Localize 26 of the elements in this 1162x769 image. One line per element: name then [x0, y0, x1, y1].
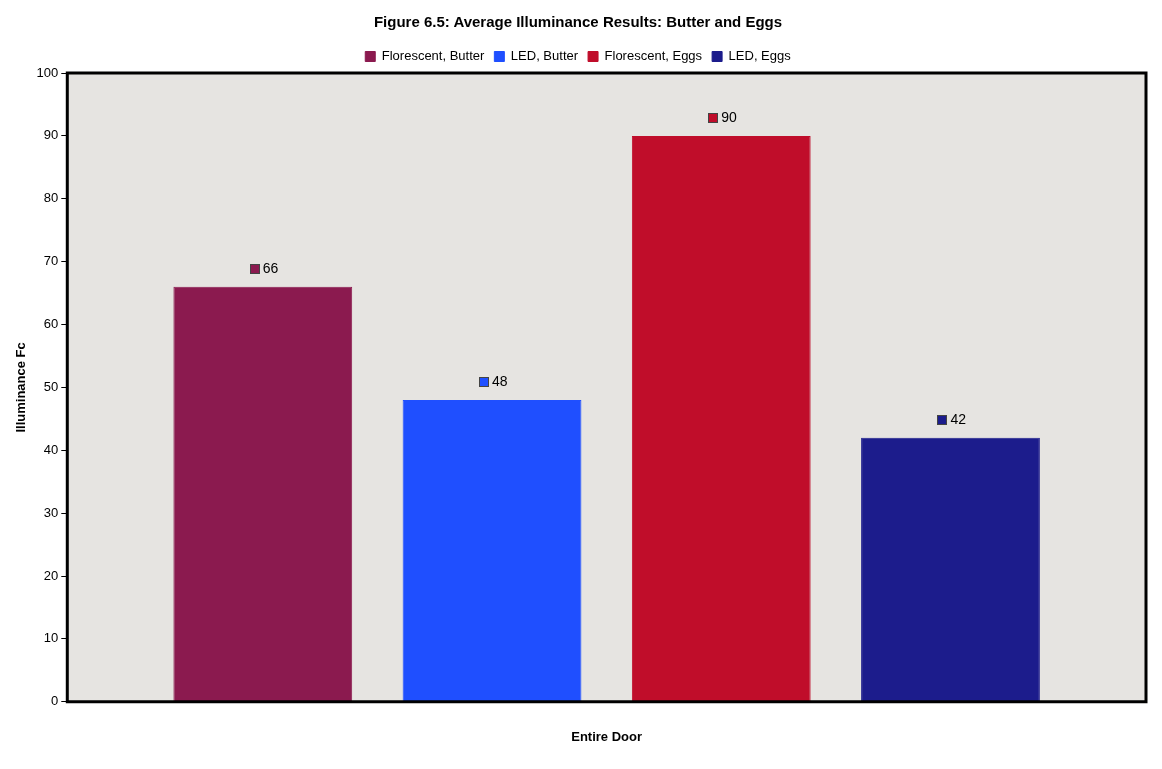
y-tick-label: 90: [43, 127, 59, 143]
y-tick-label: 10: [43, 630, 59, 646]
data-label: 42: [950, 410, 967, 427]
y-tick-label: 20: [43, 567, 59, 583]
y-tick-label: 40: [43, 441, 59, 457]
legend-label: LED, Eggs: [728, 48, 792, 64]
data-label: 90: [721, 108, 738, 125]
bar: [402, 399, 582, 702]
bar: [631, 135, 811, 702]
legend-label: Florescent, Butter: [381, 48, 486, 64]
data-label: 48: [492, 372, 508, 389]
bar: [861, 437, 1040, 702]
y-tick-label: 60: [43, 316, 59, 332]
legend-label: Florescent, Eggs: [604, 48, 703, 64]
bar: [173, 286, 353, 702]
y-tick-label: 100: [36, 64, 59, 80]
x-axis-title: Entire Door: [571, 728, 643, 744]
y-tick-label: 30: [43, 504, 59, 520]
data-label: 66: [262, 259, 279, 276]
y-tick-label: 50: [43, 378, 59, 394]
y-tick-label: 80: [43, 190, 59, 206]
y-axis-title: Illuminance Fc: [13, 342, 29, 433]
y-tick-label: 70: [43, 253, 59, 269]
legend-label: LED, Butter: [510, 48, 579, 64]
y-tick-label: 0: [51, 693, 59, 709]
chart-title: Figure 6.5: Average Illuminance Results: Butter and Eggs: [373, 13, 783, 31]
